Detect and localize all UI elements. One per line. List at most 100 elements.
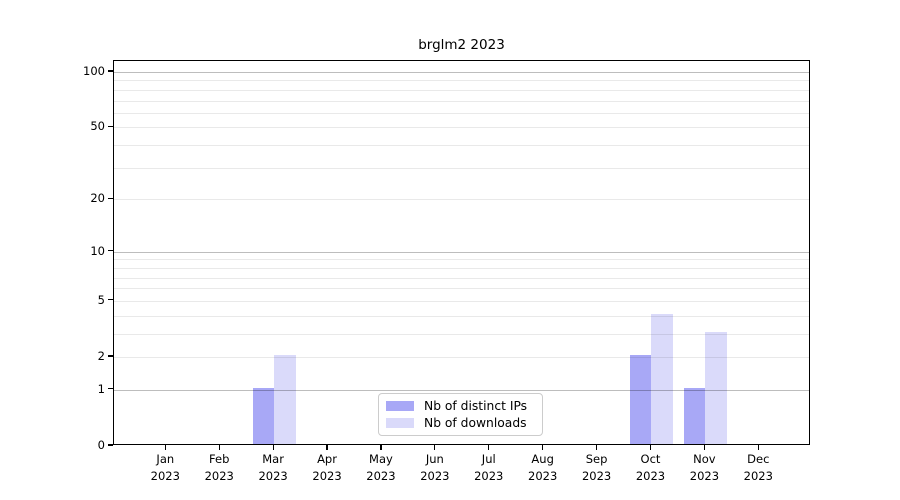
- legend-item-downloads: Nb of downloads: [386, 416, 534, 430]
- x-tick-year: 2023: [258, 469, 288, 483]
- gridline-minor: [114, 315, 809, 317]
- x-tick-mark: [542, 445, 544, 450]
- x-tick-month: Jun: [425, 452, 444, 466]
- y-tick-mark: [108, 250, 113, 252]
- x-tick-month: Mar: [262, 452, 284, 466]
- bar-distinct-ips: [629, 355, 652, 444]
- gridline-minor: [114, 288, 809, 290]
- bar-downloads: [705, 331, 727, 444]
- legend-swatch-downloads-icon: [386, 418, 414, 428]
- legend-item-distinct-ips: Nb of distinct IPs: [386, 399, 534, 413]
- legend-label-distinct-ips: Nb of distinct IPs: [424, 399, 528, 413]
- y-tick-mark: [108, 125, 113, 127]
- gridline-minor: [114, 357, 809, 358]
- legend-swatch-distinct-ips-icon: [386, 401, 414, 411]
- legend: Nb of distinct IPs Nb of downloads: [378, 393, 543, 436]
- x-tick-month: Aug: [531, 452, 554, 466]
- y-tick-mark: [108, 355, 113, 357]
- x-tick-mark: [757, 445, 759, 450]
- x-tick-mark: [595, 445, 598, 450]
- gridline-minor: [114, 145, 809, 147]
- gridline-minor: [114, 127, 809, 129]
- x-tick-mark: [326, 445, 328, 450]
- x-tick-year: 2023: [366, 469, 396, 483]
- chart-title: brglm2 2023: [418, 37, 505, 53]
- x-tick-year: 2023: [743, 469, 773, 483]
- gridline-minor: [114, 267, 809, 269]
- y-tick-label: 0: [97, 438, 105, 452]
- gridline-minor: [114, 100, 809, 102]
- x-tick-year: 2023: [635, 469, 666, 483]
- y-tick-mark: [108, 299, 113, 301]
- gridline-minor: [114, 199, 809, 201]
- x-tick-mark: [218, 445, 220, 450]
- gridline-minor: [114, 277, 809, 279]
- x-tick-month: Nov: [693, 452, 716, 466]
- x-tick-month: Feb: [209, 452, 230, 466]
- x-tick-month: Sep: [585, 452, 608, 466]
- gridline-minor: [114, 300, 809, 302]
- x-tick-month: Oct: [640, 452, 661, 466]
- x-tick-label: Jan 2023: [135, 451, 195, 485]
- y-tick-label: 2: [97, 348, 105, 363]
- x-tick-year: 2023: [204, 469, 234, 483]
- x-tick-label: Apr 2023: [297, 451, 357, 485]
- x-tick-month: Dec: [747, 452, 770, 466]
- plot-area: Nb of distinct IPs Nb of downloads: [113, 60, 810, 445]
- legend-label-downloads: Nb of downloads: [424, 416, 527, 430]
- gridline-minor: [114, 80, 809, 82]
- gridline-minor: [114, 167, 809, 169]
- gridline-minor: [114, 89, 809, 91]
- y-tick-label: 1: [97, 381, 105, 396]
- x-tick-mark: [649, 445, 652, 450]
- bar-downloads: [274, 355, 296, 444]
- x-tick-year: 2023: [689, 469, 720, 483]
- gridline-minor: [114, 333, 809, 335]
- x-tick-year: 2023: [474, 469, 504, 483]
- y-tick-label: 100: [83, 63, 105, 78]
- y-tick-label: 20: [90, 191, 105, 206]
- y-tick-mark: [108, 388, 113, 390]
- y-tick-mark: [108, 197, 113, 199]
- x-tick-year: 2023: [420, 469, 450, 483]
- y-tick-label: 50: [90, 119, 105, 134]
- x-tick-month: Jan: [156, 452, 175, 466]
- x-tick-year: 2023: [528, 469, 558, 483]
- gridline-major: [114, 389, 809, 391]
- bar-distinct-ips: [252, 387, 275, 444]
- x-tick-mark: [164, 445, 166, 450]
- y-tick-label: 10: [90, 243, 105, 258]
- x-tick-label: Feb 2023: [189, 451, 249, 485]
- x-tick-label: May 2023: [351, 451, 411, 485]
- grid-layer: [114, 61, 809, 444]
- x-tick-month: Jul: [481, 452, 496, 466]
- x-tick-label: Sep 2023: [567, 451, 627, 485]
- x-tick-label: Aug 2023: [513, 451, 573, 485]
- x-tick-label: Jul 2023: [459, 451, 519, 485]
- gridline-major: [114, 72, 809, 73]
- x-tick-mark: [380, 445, 382, 450]
- x-tick-label: Nov 2023: [674, 451, 734, 485]
- x-tick-mark: [272, 445, 274, 450]
- y-tick-mark: [108, 70, 113, 72]
- bar-distinct-ips: [683, 387, 706, 444]
- x-tick-label: Jun 2023: [405, 451, 465, 485]
- y-tick-mark: [108, 444, 113, 446]
- x-tick-month: May: [369, 452, 393, 466]
- gridline-major: [114, 251, 809, 253]
- x-tick-year: 2023: [312, 469, 342, 483]
- bars-layer: [114, 61, 809, 444]
- gridline-minor: [114, 259, 809, 261]
- x-tick-year: 2023: [150, 469, 180, 483]
- bar-downloads: [651, 313, 673, 444]
- gridline-minor: [114, 112, 809, 114]
- x-tick-label: Mar 2023: [243, 451, 303, 485]
- x-tick-month: Apr: [317, 452, 337, 466]
- x-tick-mark: [434, 445, 436, 450]
- x-tick-label: Dec 2023: [728, 451, 788, 485]
- y-tick-label: 5: [97, 292, 105, 307]
- x-tick-label: Oct 2023: [620, 451, 680, 485]
- x-tick-year: 2023: [581, 469, 612, 483]
- x-tick-mark: [703, 445, 705, 450]
